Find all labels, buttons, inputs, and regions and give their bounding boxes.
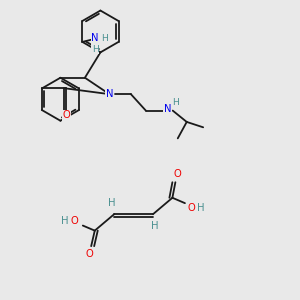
Text: H: H (101, 34, 108, 43)
Text: H: H (61, 216, 69, 226)
Text: H: H (92, 45, 99, 54)
Text: O: O (85, 249, 93, 259)
Text: H: H (151, 220, 158, 230)
Text: H: H (197, 202, 205, 213)
Text: O: O (62, 110, 70, 120)
Text: N: N (106, 89, 113, 99)
Text: N: N (92, 33, 99, 43)
Text: O: O (71, 216, 79, 226)
Text: H: H (108, 198, 116, 208)
Text: O: O (173, 169, 181, 179)
Text: O: O (187, 202, 195, 213)
Text: H: H (172, 98, 179, 107)
Text: N: N (164, 104, 171, 114)
